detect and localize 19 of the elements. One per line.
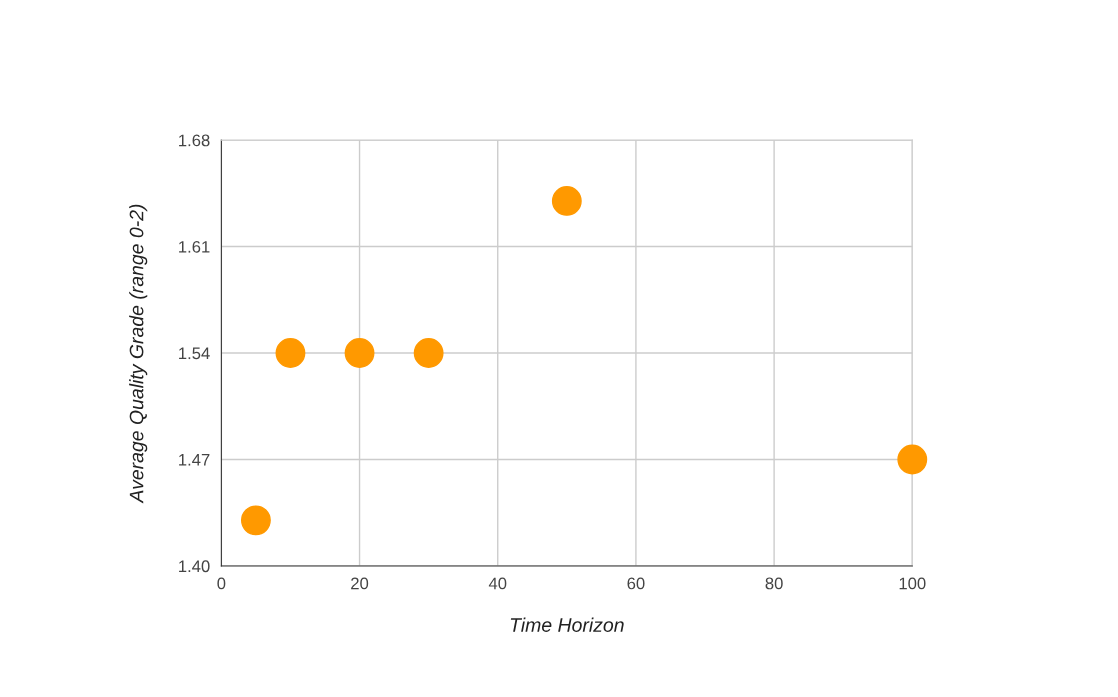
y-tick-label: 1.47 xyxy=(179,454,210,466)
x-tick-label: 20 xyxy=(351,577,369,590)
x-axis-title: Time Horizon xyxy=(510,617,624,632)
y-tick-label: 1.40 xyxy=(179,560,210,573)
x-tick-label: 80 xyxy=(765,577,783,590)
x-tick-label: 100 xyxy=(899,577,926,590)
y-axis-title: Average Quality Grade (range 0-2) xyxy=(129,204,148,504)
y-tick-label: 1.54 xyxy=(179,347,210,360)
point xyxy=(275,338,306,368)
point xyxy=(413,338,444,368)
x-tick-label: 40 xyxy=(488,577,507,590)
point xyxy=(551,186,582,216)
x-tick-label: 60 xyxy=(627,577,645,590)
y-tick-label: 1.68 xyxy=(179,134,210,147)
point xyxy=(240,505,271,536)
y-tick-label: 1.61 xyxy=(179,240,210,253)
point xyxy=(344,338,375,368)
point xyxy=(897,444,928,475)
x-tick-label: 0 xyxy=(217,577,226,590)
